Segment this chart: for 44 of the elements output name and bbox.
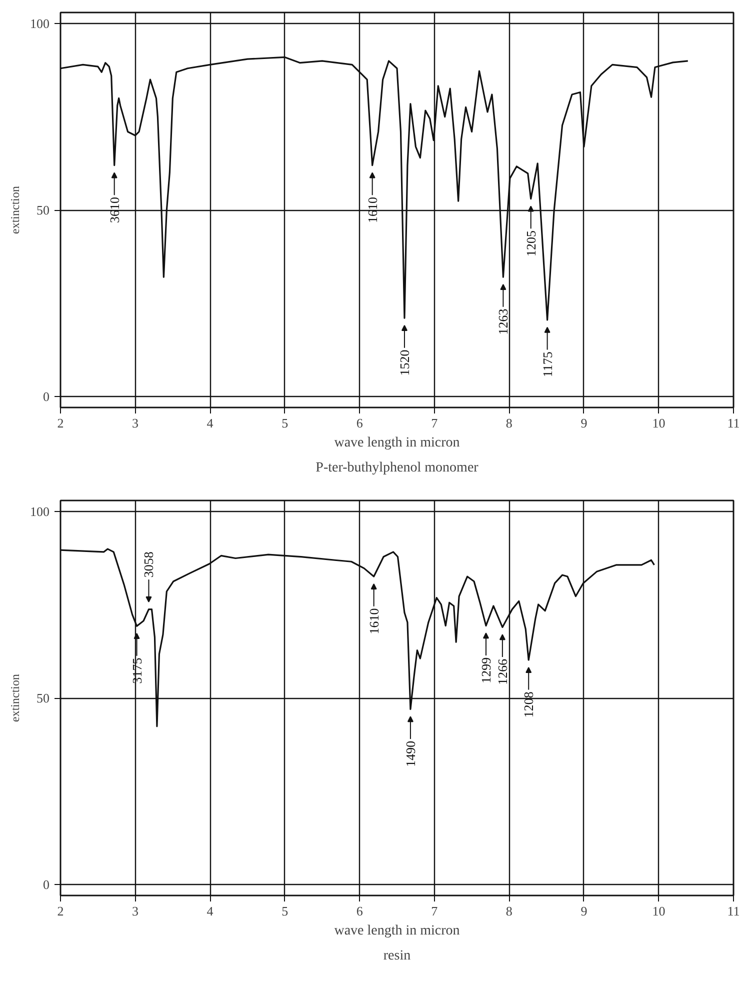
x-tick-label: 11 — [727, 416, 740, 430]
x-tick-label: 9 — [580, 904, 588, 918]
x-tick-label: 6 — [356, 904, 364, 918]
y-tick-label: 50 — [36, 690, 50, 706]
annotation: 3610 — [106, 196, 122, 223]
y-tick-label: 0 — [43, 876, 50, 892]
annotation: 1263 — [496, 308, 511, 335]
y-tick-label: 50 — [36, 202, 50, 218]
text: P-ter-buthylphenol monomer — [316, 460, 479, 476]
x-tick-label: 10 — [652, 416, 666, 430]
annotation: 1208 — [521, 692, 536, 718]
x-tick-label: 7 — [431, 904, 438, 918]
annotation: 1205 — [523, 230, 538, 256]
annotation: 1490 — [402, 740, 418, 767]
x-tick-label: 4 — [206, 416, 214, 430]
annotation: 1520 — [396, 350, 412, 376]
x-tick-label: 2 — [57, 416, 64, 430]
annotation: 3058 — [141, 552, 156, 578]
x-tick-label: 11 — [727, 904, 740, 918]
x-tick-label: 8 — [506, 904, 512, 918]
y-axis-title: extinction — [8, 674, 22, 722]
x-tick-label: 10 — [652, 904, 666, 918]
x-tick-label: 2 — [57, 904, 64, 918]
annotation: 1266 — [494, 658, 510, 685]
x-tick-label: 4 — [206, 904, 214, 918]
y-tick-label: 0 — [43, 388, 50, 404]
annotation: 1610 — [366, 608, 382, 634]
x-tick-label: 3 — [132, 904, 139, 918]
annotation: 1610 — [364, 196, 380, 223]
annotation: 1175 — [540, 352, 555, 378]
x-tick-label: 5 — [282, 416, 288, 430]
y-tick-label: 100 — [30, 504, 50, 520]
text: resin — [383, 948, 411, 964]
x-axis-title: wave length in micron — [334, 924, 460, 938]
x-axis-title: wave length in micron — [334, 436, 460, 450]
x-tick-label: 9 — [580, 416, 588, 430]
x-tick-label: 8 — [506, 416, 512, 430]
x-tick-label: 6 — [356, 416, 364, 430]
x-tick-label: 5 — [282, 904, 288, 918]
x-tick-label: 3 — [132, 416, 139, 430]
y-tick-label: 100 — [30, 16, 50, 32]
y-axis-title: extinction — [8, 186, 22, 234]
x-tick-label: 7 — [431, 416, 438, 430]
annotation: 1299 — [478, 657, 494, 684]
